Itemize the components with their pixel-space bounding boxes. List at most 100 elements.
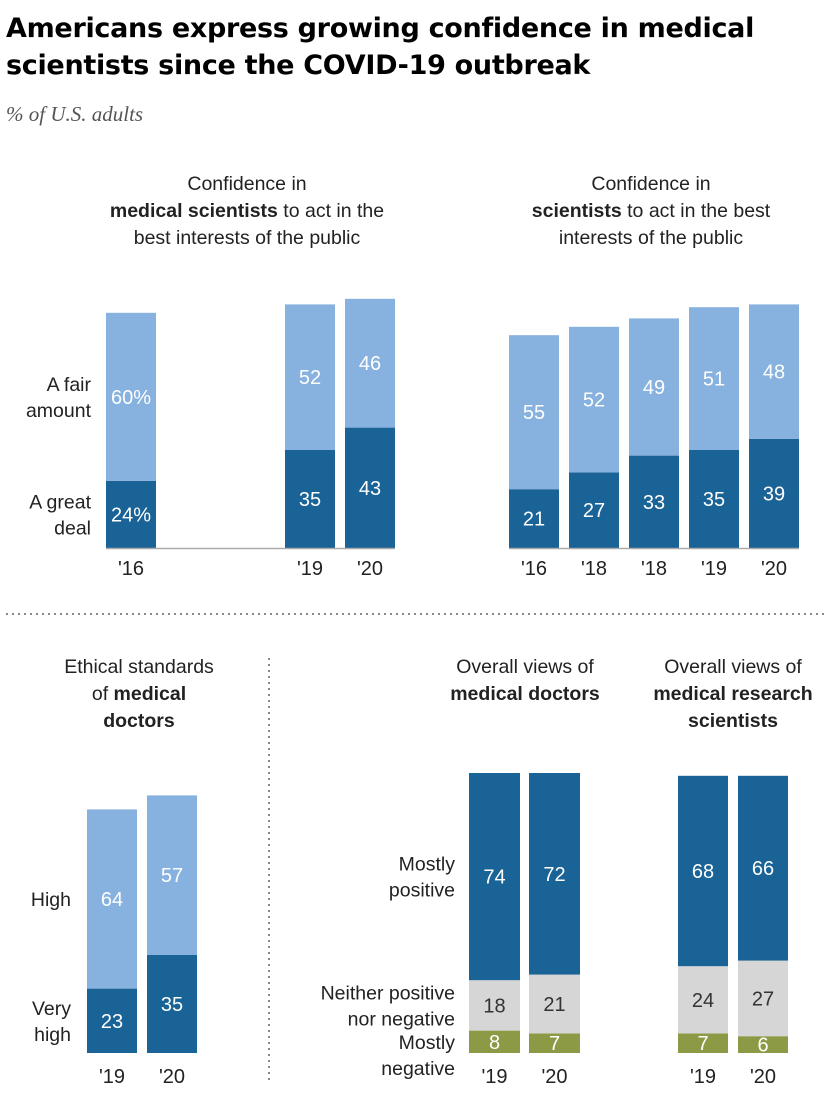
p4-bar-neither-positive-nor-negative-1 xyxy=(469,980,520,1031)
p1-title-line-2: medical scientists to act in the xyxy=(110,200,384,222)
p1-value-label-3-1: 43 xyxy=(359,478,381,500)
p1-bar-a-fair-amount-1 xyxy=(106,312,156,481)
p1-value-label-1-2: 60% xyxy=(111,387,151,409)
p3-row-label-very-high-line-1: Very xyxy=(32,998,71,1020)
p4-bar-neither-positive-nor-negative-2 xyxy=(529,974,580,1034)
p3-bar-very-high-1 xyxy=(87,988,137,1053)
p2-value-label-5-2: 48 xyxy=(763,362,785,384)
p2-value-label-2-1: 27 xyxy=(583,500,605,522)
p1-title-line-3: best interests of the public xyxy=(134,227,361,249)
p2-bar-a-great-deal-2 xyxy=(569,472,619,548)
p2-value-label-3-2: 49 xyxy=(643,377,665,399)
p5-value-label-2-1: 6 xyxy=(757,1035,768,1057)
p4-bar-mostly-negative-2 xyxy=(529,1033,580,1053)
p3-bar-very-high-2 xyxy=(147,955,197,1053)
p4-row-label-mostly-negative-line-1: Mostly xyxy=(399,1032,456,1054)
p2-bar-a-fair-amount-1 xyxy=(509,335,559,490)
p3-x-tick-1: '19 xyxy=(99,1066,125,1088)
p4-row-label-neither-line-2: nor negative xyxy=(348,1008,455,1030)
chart-subtitle: % of U.S. adults xyxy=(6,102,144,126)
p2-bar-a-fair-amount-4 xyxy=(689,307,739,450)
p4-value-label-1-2: 18 xyxy=(483,995,505,1017)
p2-bar-a-great-deal-4 xyxy=(689,450,739,548)
p2-bar-a-great-deal-3 xyxy=(629,455,679,548)
p1-value-label-3-2: 46 xyxy=(359,353,381,375)
p5-value-label-1-2: 24 xyxy=(692,990,714,1012)
p3-bar-high-1 xyxy=(87,809,137,989)
p4-x-tick-1: '19 xyxy=(481,1066,507,1088)
p3-value-label-1-2: 64 xyxy=(101,889,123,911)
p5-value-label-2-2: 27 xyxy=(752,988,774,1010)
p4-value-label-2-2: 21 xyxy=(543,994,565,1016)
p5-bar-neither-positive-nor-negative-1 xyxy=(678,966,728,1034)
p5-title-line-1: Overall views of xyxy=(664,656,802,678)
p2-bar-a-great-deal-1 xyxy=(509,489,559,548)
p4-value-label-1-1: 8 xyxy=(489,1032,500,1054)
p2-value-label-1-2: 55 xyxy=(523,402,545,424)
p3-value-label-1-1: 23 xyxy=(101,1011,123,1033)
chart-title: Americans express growing confidence in … xyxy=(6,10,821,84)
p3-row-label-very-high-line-2: high xyxy=(34,1024,71,1046)
p2-value-label-3-1: 33 xyxy=(643,492,665,514)
p2-value-label-4-2: 51 xyxy=(703,369,725,391)
p3-bar-high-2 xyxy=(147,795,197,955)
p4-bar-mostly-positive-2 xyxy=(529,773,580,975)
p1-row-label-great-deal-line-1: A great xyxy=(29,491,91,513)
p2-title-line-3: interests of the public xyxy=(559,227,744,249)
p1-title-line-1: Confidence in xyxy=(187,173,306,195)
p2-bar-a-great-deal-5 xyxy=(749,438,799,548)
p4-title-line-2: medical doctors xyxy=(450,683,600,705)
p1-x-tick-1: '16 xyxy=(118,558,144,580)
p1-row-label-fair-amount-line-2: amount xyxy=(26,400,92,422)
p5-x-tick-1: '19 xyxy=(690,1066,716,1088)
p2-title-line-2: scientists to act in the best xyxy=(532,200,771,222)
p5-value-label-1-1: 7 xyxy=(697,1033,708,1055)
p2-x-tick-2: '18 xyxy=(581,558,607,580)
p1-value-label-2-1: 35 xyxy=(299,489,321,511)
p4-title-line-1: Overall views of xyxy=(456,656,594,678)
p4-value-label-2-1: 7 xyxy=(549,1033,560,1055)
p2-value-label-5-1: 39 xyxy=(763,483,785,505)
p5-bar-neither-positive-nor-negative-2 xyxy=(738,960,788,1037)
p3-row-label-high-line-1: High xyxy=(31,889,71,911)
p5-bar-mostly-negative-1 xyxy=(678,1033,728,1053)
p1-x-tick-3: '20 xyxy=(357,558,383,580)
p4-row-label-mostly-negative-line-2: negative xyxy=(381,1058,455,1080)
p4-value-label-2-3: 72 xyxy=(543,864,565,886)
p5-bar-mostly-positive-2 xyxy=(738,775,788,961)
p4-x-tick-2: '20 xyxy=(541,1066,567,1088)
p2-bar-a-fair-amount-3 xyxy=(629,318,679,456)
p4-row-label-mostly-positive-line-1: Mostly xyxy=(399,854,456,876)
p1-bar-a-great-deal-2 xyxy=(285,450,335,548)
p1-x-tick-2: '19 xyxy=(297,558,323,580)
chart-title-line-1: Americans express growing confidence in … xyxy=(6,13,755,44)
p5-value-label-2-3: 66 xyxy=(752,858,774,880)
p5-title-line-3: scientists xyxy=(688,710,778,732)
p2-x-tick-1: '16 xyxy=(521,558,547,580)
p3-value-label-2-2: 57 xyxy=(161,865,183,887)
p4-bar-mostly-negative-1 xyxy=(469,1030,520,1053)
p1-row-label-great-deal-line-2: deal xyxy=(54,517,91,539)
p1-value-label-2-2: 52 xyxy=(299,367,321,389)
p3-title-line-3: doctors xyxy=(103,710,175,732)
p2-bar-a-fair-amount-5 xyxy=(749,304,799,439)
p5-title-line-2: medical research xyxy=(653,683,812,705)
p1-bar-a-great-deal-1 xyxy=(106,480,156,548)
p2-x-tick-4: '19 xyxy=(701,558,727,580)
p1-bar-a-fair-amount-2 xyxy=(285,304,335,450)
p4-value-label-1-3: 74 xyxy=(483,867,505,889)
p1-bar-a-great-deal-3 xyxy=(345,427,395,548)
p5-bar-mostly-negative-2 xyxy=(738,1036,788,1053)
p2-value-label-1-1: 21 xyxy=(523,509,545,531)
p5-value-label-1-3: 68 xyxy=(692,861,714,883)
p2-title-line-1: Confidence in xyxy=(591,173,710,195)
p2-value-label-4-1: 35 xyxy=(703,489,725,511)
p3-title-line-2: of medical xyxy=(92,683,186,705)
chart-title-line-2: scientists since the COVID-19 outbreak xyxy=(6,50,591,81)
p1-bar-a-fair-amount-3 xyxy=(345,298,395,428)
p2-value-label-2-2: 52 xyxy=(583,390,605,412)
p1-row-label-fair-amount-line-1: A fair xyxy=(47,374,92,396)
p5-x-tick-2: '20 xyxy=(750,1066,776,1088)
p1-value-label-1-1: 24% xyxy=(111,504,151,526)
